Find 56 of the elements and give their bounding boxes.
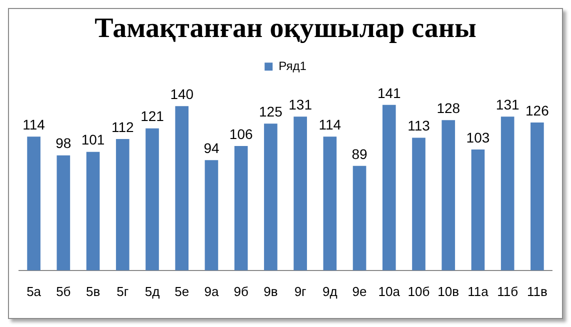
bar: [175, 106, 189, 270]
bar: [530, 122, 544, 270]
data-label: 114: [22, 116, 46, 132]
data-label: 113: [408, 118, 430, 134]
bar: [412, 138, 426, 270]
bar: [500, 116, 514, 270]
x-tick-label: 9г: [294, 284, 307, 299]
data-label: 94: [204, 140, 220, 156]
x-tick-label: 5г: [116, 284, 129, 299]
x-tick-label: 5а: [26, 284, 42, 299]
bar: [264, 124, 278, 270]
data-label: 103: [466, 129, 490, 146]
x-tick-label: 9е: [352, 284, 367, 299]
x-tick-label: 5б: [56, 284, 71, 299]
bar: [116, 138, 130, 270]
x-tick-label: 5в: [86, 284, 100, 299]
x-tick-label: 9а: [204, 284, 220, 299]
bar: [204, 160, 218, 270]
data-label: 126: [526, 102, 550, 118]
bar: [146, 128, 159, 270]
x-tick-label: 11а: [468, 284, 490, 299]
bar: [27, 136, 40, 270]
bar: [56, 155, 70, 270]
x-tick-label: 10в: [438, 284, 460, 299]
x-tick-label: 5д: [144, 284, 160, 299]
data-label: 114: [318, 116, 342, 132]
data-label: 101: [81, 132, 105, 148]
bar: [382, 104, 396, 270]
bar: [234, 146, 248, 270]
data-label: 106: [229, 126, 253, 142]
bar: [86, 152, 100, 270]
x-tick-label: 10а: [378, 284, 401, 299]
bar: [294, 116, 307, 270]
data-label: 125: [259, 104, 283, 120]
data-label: 89: [352, 146, 368, 162]
bar: [442, 120, 456, 270]
x-tick-label: 5е: [174, 284, 190, 299]
data-label: 141: [377, 84, 402, 101]
data-label: 131: [288, 96, 312, 112]
data-label: 131: [496, 96, 520, 112]
bar: [352, 166, 366, 270]
data-label: 98: [56, 135, 72, 152]
x-tick-label: 11б: [497, 284, 518, 299]
data-label: 140: [170, 86, 194, 102]
chart-title: Тамақтанған оқушылар саны: [94, 13, 477, 44]
data-label: 121: [140, 108, 164, 124]
data-label: 112: [111, 118, 134, 135]
x-tick-label: 10б: [408, 284, 430, 299]
x-tick-label: 11в: [526, 284, 548, 299]
x-tick-label: 9д: [322, 284, 338, 299]
data-label: 128: [436, 100, 460, 116]
bar: [471, 150, 485, 270]
legend-label: Ряд1: [278, 58, 307, 73]
x-tick-label: 9б: [234, 284, 248, 299]
bar: [323, 136, 337, 270]
x-tick-label: 9в: [264, 284, 278, 299]
